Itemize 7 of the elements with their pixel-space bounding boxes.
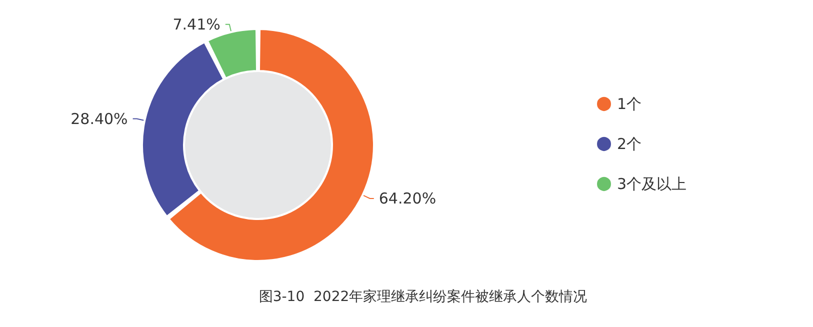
legend-label: 3个及以上 <box>617 175 687 193</box>
legend-label: 1个 <box>617 95 642 113</box>
text: 图3-10 2022年家理继承纠纷案件被继承人个数情况 <box>258 288 588 305</box>
legend-label: 2个 <box>617 135 642 153</box>
data-label: 7.41% <box>172 15 220 34</box>
data-label: 64.20% <box>378 189 436 208</box>
data-label: 28.40% <box>70 110 128 128</box>
